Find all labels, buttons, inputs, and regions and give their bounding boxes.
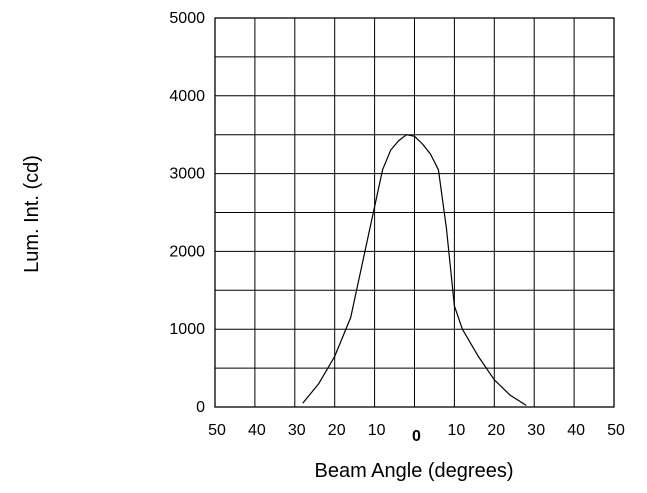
y-tick-label: 3000: [169, 166, 205, 183]
x-tick-label: 40: [248, 422, 266, 439]
x-tick-label: 50: [208, 422, 226, 439]
x-tick-label: 10: [448, 422, 466, 439]
y-axis-ticks: 0 1000 2000 3000 4000 5000: [169, 10, 205, 416]
y-tick-label: 0: [196, 399, 205, 416]
y-tick-label: 5000: [169, 10, 205, 27]
x-tick-label: 30: [527, 422, 545, 439]
y-tick-label: 2000: [169, 243, 205, 260]
x-tick-label: 30: [288, 422, 306, 439]
x-tick-label: 50: [607, 422, 625, 439]
y-tick-label: 1000: [169, 321, 205, 338]
x-tick-label: 20: [328, 422, 346, 439]
data-series: [302, 134, 527, 406]
series-line: [302, 134, 527, 406]
x-axis-ticks: 50 40 30 20 10 0 10 20 30 40 50: [208, 422, 625, 445]
x-tick-label: 20: [487, 422, 505, 439]
y-axis-title: Lum. Int. (cd): [21, 155, 43, 273]
x-tick-label: 0: [412, 428, 421, 445]
x-axis-title: Beam Angle (degrees): [314, 460, 513, 482]
grid: [214, 17, 615, 408]
x-tick-label: 40: [567, 422, 585, 439]
y-tick-label: 4000: [169, 88, 205, 105]
x-tick-label: 10: [368, 422, 386, 439]
